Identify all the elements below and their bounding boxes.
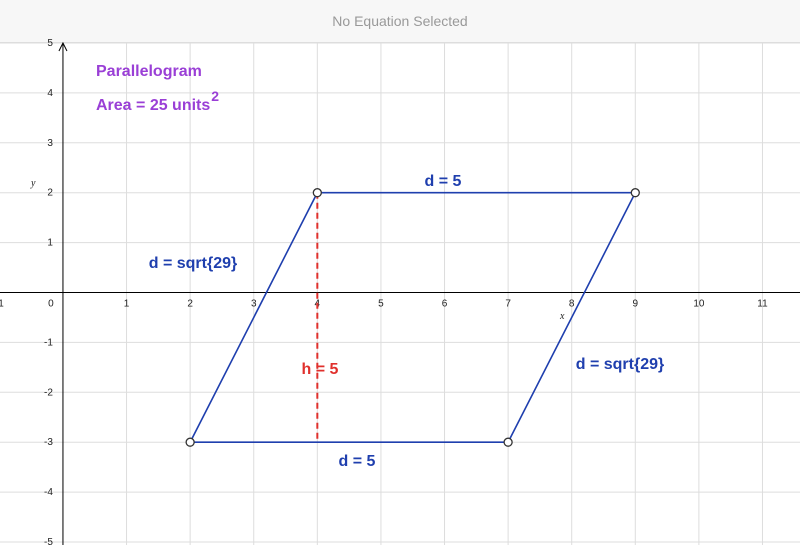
side-label: d = 5 <box>425 173 462 190</box>
height-label: h = 5 <box>302 361 339 378</box>
area-text: Area = 25 units <box>96 97 210 114</box>
y-axis-label: y <box>30 178 36 189</box>
x-tick-label: 5 <box>378 299 384 310</box>
x-tick-label: 11 <box>757 299 768 310</box>
x-tick-label: 10 <box>693 299 705 310</box>
y-tick-label: -4 <box>44 487 53 498</box>
y-tick-label: 3 <box>47 138 53 149</box>
shape-title: Parallelogram <box>96 63 202 80</box>
y-tick-label: -3 <box>44 437 53 448</box>
x-tick-label: -1 <box>0 299 4 310</box>
vertex <box>312 188 322 198</box>
x-tick-label: 8 <box>569 299 575 310</box>
vertex <box>503 437 513 447</box>
side-label: d = sqrt{29} <box>149 255 237 272</box>
parallelogram <box>188 191 637 444</box>
y-tick-label: -1 <box>44 337 53 348</box>
y-tick-label: 5 <box>47 38 53 49</box>
x-tick-label: 1 <box>124 299 130 310</box>
y-tick-label: -5 <box>44 537 53 545</box>
x-tick-label: 0 <box>48 299 54 310</box>
x-axis-label: x <box>559 311 565 322</box>
side-label: d = 5 <box>339 453 376 470</box>
y-tick-label: -2 <box>44 387 53 398</box>
vertex <box>630 188 640 198</box>
area-exponent: 2 <box>211 88 219 104</box>
vertex <box>185 437 195 447</box>
x-tick-label: 2 <box>187 299 193 310</box>
x-tick-label: 9 <box>633 299 639 310</box>
x-tick-label: 6 <box>442 299 448 310</box>
y-tick-label: 2 <box>47 188 53 199</box>
side-label: d = sqrt{29} <box>576 356 664 373</box>
area-label: Area = 25 units2 <box>96 88 219 114</box>
x-tick-label: 3 <box>251 299 257 310</box>
y-tick-label: 1 <box>47 238 53 249</box>
y-tick-label: 4 <box>47 88 53 99</box>
x-tick-label: 7 <box>505 299 511 310</box>
y-axis-arrow <box>58 41 68 52</box>
